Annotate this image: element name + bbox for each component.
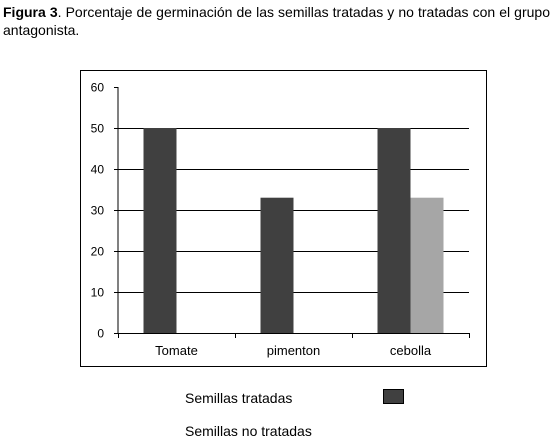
bar bbox=[143, 128, 177, 333]
chart-frame: 0 10 20 30 40 50 60 Tomate pimenton cebolla bbox=[80, 70, 487, 367]
bar bbox=[377, 128, 411, 333]
x-tick-label: cebolla bbox=[390, 343, 432, 358]
legend-swatch-tratadas bbox=[383, 389, 404, 404]
y-tick-label: 10 bbox=[91, 286, 105, 300]
y-tick-label: 0 bbox=[97, 327, 104, 341]
x-tick-label: Tomate bbox=[155, 343, 198, 358]
figure-caption: Figura 3. Porcentaje de germinación de l… bbox=[3, 3, 550, 39]
bar-chart: 0 10 20 30 40 50 60 Tomate pimenton cebolla bbox=[91, 81, 470, 358]
y-tick-label: 30 bbox=[91, 204, 105, 218]
y-tick-label: 60 bbox=[91, 81, 105, 95]
figure-label: Figura 3 bbox=[3, 4, 58, 20]
figure-caption-text: . Porcentaje de germinación de las semil… bbox=[3, 4, 550, 38]
legend-label-tratadas: Semillas tratadas bbox=[185, 390, 293, 406]
legend-label-no-tratadas: Semillas no tratadas bbox=[185, 423, 312, 439]
y-tick-label: 40 bbox=[91, 163, 105, 177]
y-tick-label: 20 bbox=[91, 245, 105, 259]
x-tick-label: pimenton bbox=[267, 343, 320, 358]
bar bbox=[260, 197, 294, 333]
y-tick-label: 50 bbox=[91, 122, 105, 136]
bar bbox=[410, 197, 444, 333]
